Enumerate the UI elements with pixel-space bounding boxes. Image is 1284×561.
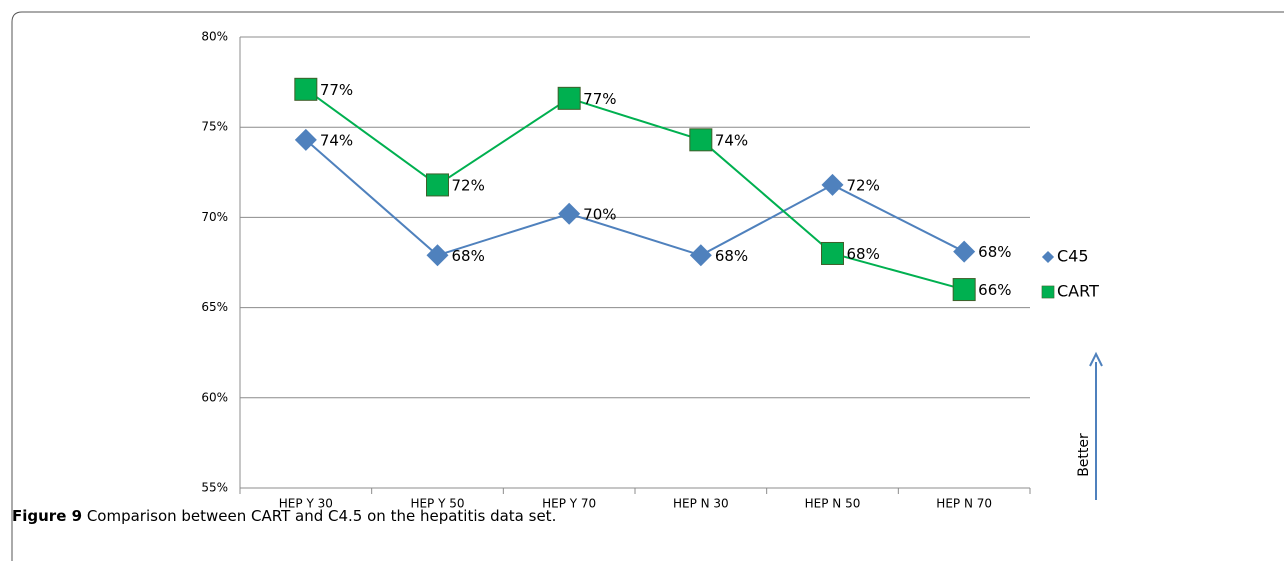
data-label: 74% bbox=[715, 131, 748, 149]
data-label: 66% bbox=[978, 281, 1011, 299]
data-label: 77% bbox=[583, 90, 616, 108]
data-label: 72% bbox=[847, 176, 880, 194]
y-tick-label: 65% bbox=[201, 300, 228, 314]
data-label: 70% bbox=[583, 205, 616, 223]
x-tick-label: HEP Y 50 bbox=[410, 497, 464, 511]
x-tick-label: HEP N 70 bbox=[936, 497, 992, 511]
data-label: 68% bbox=[715, 247, 748, 265]
data-label: 72% bbox=[452, 176, 485, 194]
legend-label: C45 bbox=[1057, 247, 1089, 266]
legend-label: CART bbox=[1057, 282, 1099, 301]
data-point bbox=[557, 86, 581, 110]
data-point bbox=[952, 278, 976, 302]
data-label: 68% bbox=[452, 247, 485, 265]
data-point bbox=[821, 241, 844, 265]
series-line bbox=[305, 139, 965, 257]
legend-marker bbox=[1041, 250, 1055, 264]
data-point bbox=[294, 128, 317, 151]
data-point bbox=[689, 128, 713, 152]
data-label: 77% bbox=[320, 81, 353, 99]
x-tick-label: HEP N 50 bbox=[805, 497, 861, 511]
annotation-arrowhead bbox=[1089, 351, 1103, 367]
y-tick-label: 60% bbox=[201, 390, 228, 404]
data-point bbox=[426, 173, 449, 197]
caption-label: Figure 9 bbox=[12, 507, 82, 525]
x-tick-label: HEP N 30 bbox=[673, 497, 729, 511]
y-tick-label: 80% bbox=[201, 30, 228, 44]
x-tick-label: HEP Y 70 bbox=[542, 497, 596, 511]
caption-text: Comparison between CART and C4.5 on the … bbox=[87, 507, 557, 525]
frame bbox=[11, 11, 1284, 561]
legend-marker bbox=[1041, 285, 1055, 299]
y-tick-label: 75% bbox=[201, 120, 228, 134]
annotation: Better bbox=[1076, 433, 1092, 477]
y-tick-label: 70% bbox=[201, 210, 228, 224]
x-tick-label: HEP Y 30 bbox=[279, 497, 333, 511]
y-tick-label: 55% bbox=[201, 481, 228, 495]
data-point bbox=[426, 244, 449, 267]
data-point bbox=[294, 77, 318, 101]
series-line bbox=[305, 88, 965, 291]
caption: Figure 9 Comparison between CART and C4.… bbox=[12, 507, 556, 525]
data-label: 68% bbox=[847, 245, 880, 263]
data-point bbox=[821, 173, 844, 196]
data-point bbox=[689, 244, 712, 267]
data-label: 74% bbox=[320, 131, 353, 149]
data-point bbox=[953, 240, 976, 263]
data-point bbox=[558, 202, 581, 225]
data-label: 68% bbox=[978, 243, 1011, 261]
